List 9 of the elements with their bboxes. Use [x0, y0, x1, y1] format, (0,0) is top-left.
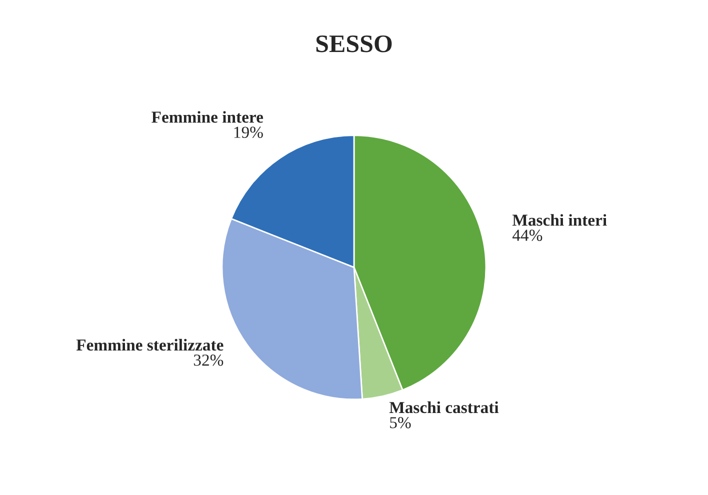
data-label: 32%: [194, 354, 224, 366]
slice-label: Maschi castrati: [389, 401, 499, 414]
data-label: 44%: [512, 230, 542, 241]
chart-title: SESSO: [316, 35, 392, 52]
slice-label: Maschi interi: [512, 214, 607, 226]
slice-label: Femmine sterilizzate: [76, 338, 224, 351]
data-label: 5%: [390, 417, 411, 428]
data-label: 19%: [234, 126, 263, 138]
slice-label: Femmine intere: [152, 111, 264, 123]
